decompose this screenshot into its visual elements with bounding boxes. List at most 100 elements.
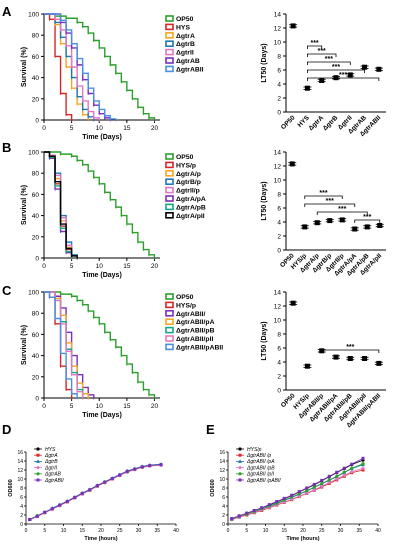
y-tick-label: 60 bbox=[32, 54, 40, 61]
x-tick-label: 20 bbox=[300, 528, 306, 534]
x-tick-label: 15 bbox=[123, 263, 131, 270]
data-point bbox=[289, 497, 294, 502]
data-point bbox=[305, 489, 309, 493]
y-tick-label: 6 bbox=[277, 68, 281, 75]
category-label: ΔgtrB bbox=[322, 114, 340, 132]
data-point bbox=[238, 465, 242, 470]
panel-letter-d: D bbox=[2, 422, 12, 437]
y-tick-label: 8 bbox=[20, 486, 23, 492]
legend-label: ΔgtrABII/pB bbox=[176, 328, 215, 335]
legend-label: HYS/p bbox=[176, 302, 196, 309]
data-point bbox=[118, 473, 122, 477]
legend-label: ΔgtrII bbox=[44, 465, 58, 471]
y-tick-label: 100 bbox=[28, 12, 39, 19]
data-point bbox=[312, 487, 317, 492]
significance-bracket bbox=[307, 61, 351, 65]
data-point bbox=[245, 511, 249, 515]
x-tick-label: 0 bbox=[227, 528, 230, 534]
y-tick-label: 80 bbox=[32, 33, 40, 40]
legend-label: HYS bbox=[176, 24, 190, 31]
legend-label: HYS bbox=[45, 447, 56, 453]
legend-label: ΔgtrABII/ bbox=[176, 311, 206, 318]
y-tick-label: 2 bbox=[277, 234, 281, 241]
x-axis-label: Time (hours) bbox=[286, 536, 319, 542]
x-tick-label: 20 bbox=[98, 528, 104, 534]
y-tick-label: 20 bbox=[32, 234, 40, 241]
y-axis-label: Survival (%) bbox=[21, 47, 28, 87]
growth-plot-1: 0 2 4 6 8 10 12 14 16 0 5 10 15 20 25 30 35 40 Time (hours… bbox=[8, 447, 179, 542]
significance-bracket bbox=[307, 77, 380, 81]
data-point bbox=[334, 477, 339, 481]
data-point bbox=[110, 477, 114, 481]
data-point bbox=[376, 360, 382, 366]
series-line-2 bbox=[44, 13, 73, 120]
y-tick-label: 10 bbox=[274, 178, 282, 185]
legend-swatch bbox=[165, 293, 174, 300]
data-point bbox=[36, 465, 40, 470]
x-tick-label: 25 bbox=[117, 528, 123, 534]
data-point bbox=[342, 473, 347, 478]
data-point bbox=[36, 459, 40, 463]
series-line-3 bbox=[44, 291, 95, 398]
y-tick-label: 16 bbox=[17, 450, 23, 456]
data-point bbox=[36, 478, 40, 482]
legend-label: ΔgtrABII bbox=[44, 478, 64, 484]
y-tick-label: 14 bbox=[274, 290, 282, 297]
y-tick-label: 6 bbox=[20, 495, 23, 501]
x-tick-label: 35 bbox=[356, 528, 362, 534]
data-point bbox=[159, 463, 163, 467]
x-tick-label: 10 bbox=[96, 263, 104, 270]
data-point bbox=[361, 456, 365, 460]
data-point bbox=[349, 469, 354, 474]
legend-swatch bbox=[165, 186, 174, 194]
x-axis-label: Time (hours) bbox=[84, 536, 117, 542]
x-tick-label: 15 bbox=[281, 528, 287, 534]
data-point bbox=[260, 506, 264, 510]
y-tick-label: 0 bbox=[277, 248, 281, 255]
panel-letter-c: C bbox=[2, 283, 12, 298]
significance-label: *** bbox=[310, 40, 318, 47]
data-point bbox=[312, 485, 316, 489]
significance-label: *** bbox=[346, 344, 354, 351]
legend-label: OP50 bbox=[176, 154, 194, 161]
y-tick-label: 12 bbox=[219, 468, 225, 474]
data-point bbox=[36, 453, 40, 457]
x-tick-label: 0 bbox=[42, 125, 46, 132]
legend-label: ΔgtrABII/pABII bbox=[176, 344, 223, 351]
legend-swatch bbox=[165, 203, 174, 211]
y-tick-label: 4 bbox=[277, 360, 281, 367]
data-point bbox=[364, 224, 370, 230]
series-line-2 bbox=[44, 291, 73, 398]
legend-swatch bbox=[165, 161, 174, 169]
data-point bbox=[352, 226, 358, 232]
data-point bbox=[43, 510, 47, 514]
data-point bbox=[362, 356, 368, 361]
legend-swatch bbox=[165, 153, 174, 160]
legend-label: ΔgtrABII /pA bbox=[246, 459, 275, 465]
legend-label: ΔgtrB/p bbox=[176, 179, 201, 186]
y-axis-label: LT50 (Days) bbox=[261, 43, 268, 82]
data-point bbox=[35, 514, 39, 518]
y-axis-label: LT50 (Days) bbox=[261, 181, 268, 220]
x-axis-label: Time (Days) bbox=[82, 272, 122, 279]
legend-swatch bbox=[165, 178, 174, 185]
y-tick-label: 16 bbox=[219, 450, 225, 456]
y-tick-label: 40 bbox=[32, 353, 40, 360]
y-tick-label: 8 bbox=[277, 332, 281, 339]
data-point bbox=[361, 466, 365, 471]
legend-label: ΔgtrABII bbox=[176, 66, 204, 73]
significance-label: *** bbox=[339, 72, 347, 79]
data-point bbox=[327, 480, 332, 485]
y-axis-label: OD600 bbox=[8, 479, 14, 496]
legend-swatch bbox=[165, 15, 174, 22]
legend-swatch bbox=[165, 301, 174, 309]
y-tick-label: 10 bbox=[17, 477, 23, 483]
x-tick-label: 30 bbox=[136, 528, 142, 534]
legend-swatch bbox=[165, 31, 174, 39]
legend-label: ΔgtrA/pB bbox=[176, 204, 206, 211]
y-tick-label: 20 bbox=[32, 374, 40, 381]
significance-bracket bbox=[307, 69, 365, 73]
data-point bbox=[319, 78, 325, 83]
